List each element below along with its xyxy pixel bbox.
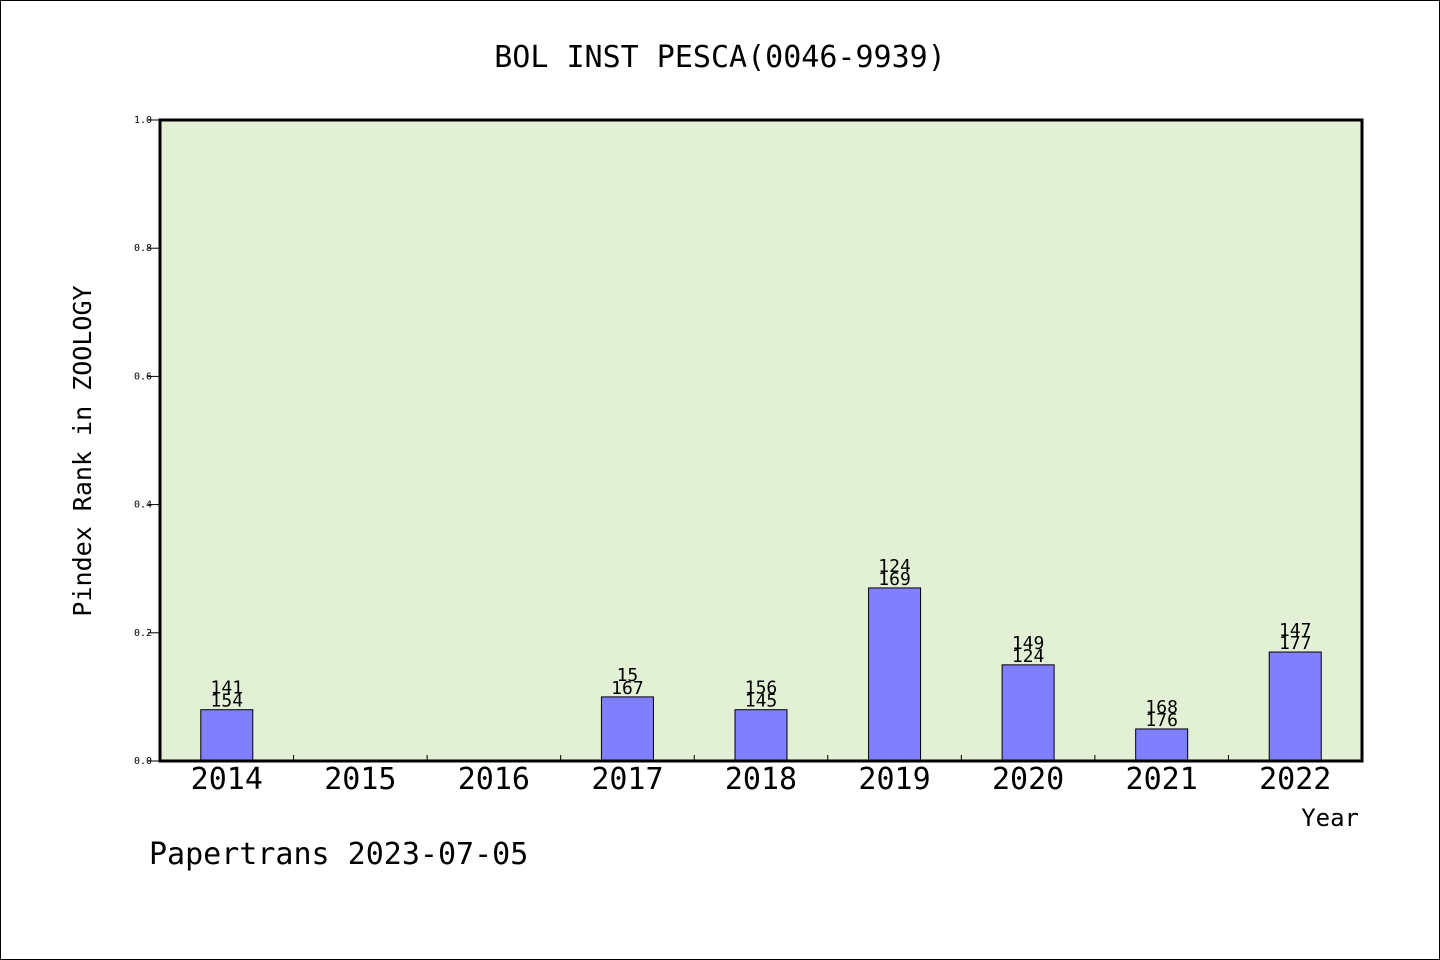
bar-label-bottom: 124 <box>1012 646 1045 667</box>
x-tick-label: 2021 <box>1126 762 1198 797</box>
bars <box>200 587 1322 762</box>
bar-label-bottom: 145 <box>745 691 778 712</box>
bar-label-bottom: 176 <box>1145 710 1178 731</box>
y-tick-label: 0.4 <box>134 500 152 511</box>
bar-2014 <box>200 709 254 762</box>
bar-2022 <box>1268 651 1322 762</box>
bar-label-top: 141 <box>211 678 244 699</box>
bar-label-bottom: 177 <box>1279 633 1312 654</box>
bar-2021 <box>1135 728 1189 762</box>
bar-label-top: 147 <box>1279 620 1312 641</box>
bar-2020 <box>1001 664 1055 762</box>
bar-label-top: 149 <box>1012 633 1045 654</box>
y-tick-label: 0.6 <box>134 371 152 382</box>
y-tick-label: 0.0 <box>134 756 152 767</box>
y-tick-label: 0.8 <box>134 243 152 254</box>
x-tick-label: 2016 <box>458 762 530 797</box>
bar-label-bottom: 154 <box>211 691 244 712</box>
bar-2017 <box>600 696 654 762</box>
y-tick-label: 1.0 <box>134 115 152 126</box>
bar-label-top: 15 <box>617 665 639 686</box>
bar-label-top: 168 <box>1145 697 1178 718</box>
y-axis-ticks: 0.0 0.2 0.4 0.6 0.8 1.0 <box>134 115 160 767</box>
bar-label-bottom: 169 <box>878 569 911 590</box>
x-axis-label: Year <box>1301 804 1359 832</box>
x-tick-label: 2020 <box>992 762 1064 797</box>
bar-label-bottom: 167 <box>611 678 644 699</box>
x-tick-label: 2015 <box>324 762 396 797</box>
plot-border <box>158 118 1364 763</box>
x-tick-label: 2017 <box>591 762 663 797</box>
x-tick-label: 2019 <box>858 762 930 797</box>
bar-label-top: 156 <box>745 678 778 699</box>
x-tick-label: 2014 <box>191 762 263 797</box>
bar-label-top: 124 <box>878 556 911 577</box>
bar-2018 <box>734 709 788 762</box>
bar-2019 <box>868 587 922 762</box>
x-axis-labels: 2014 2015 2016 2017 2018 2019 2020 2021 2022 <box>191 762 1332 797</box>
footer-text: Papertrans 2023-07-05 <box>149 837 528 872</box>
x-tick-label: 2022 <box>1259 762 1331 797</box>
x-tick-label: 2018 <box>725 762 797 797</box>
y-axis-label: Pindex Rank in ZOOLOGY <box>68 285 97 616</box>
plot-area <box>158 118 1364 763</box>
chart-title: BOL INST PESCA(0046-9939) <box>494 40 946 75</box>
y-tick-label: 0.2 <box>134 628 152 639</box>
